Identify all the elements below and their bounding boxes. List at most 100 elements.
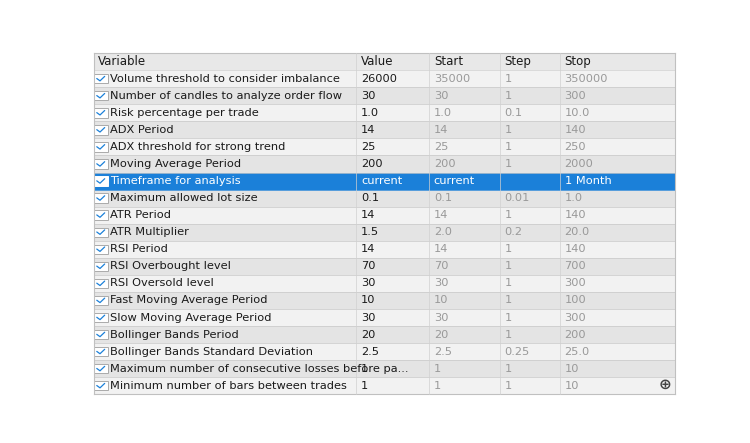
- Text: 20: 20: [433, 330, 448, 340]
- Text: 10: 10: [433, 295, 448, 306]
- Text: 200: 200: [565, 330, 586, 340]
- Bar: [94, 343, 675, 360]
- Text: Variable: Variable: [98, 55, 146, 68]
- Bar: [94, 155, 675, 173]
- Bar: [94, 121, 675, 139]
- Text: 14: 14: [433, 210, 448, 220]
- Text: 14: 14: [433, 125, 448, 135]
- Text: ATR Period: ATR Period: [110, 210, 171, 220]
- Bar: [94, 258, 675, 275]
- Text: 1 Month: 1 Month: [565, 176, 611, 186]
- Text: 140: 140: [565, 125, 586, 135]
- Text: 1: 1: [433, 381, 441, 391]
- Text: 0.1: 0.1: [505, 108, 523, 118]
- Bar: [94, 330, 108, 339]
- Text: 300: 300: [565, 278, 586, 288]
- Text: 100: 100: [565, 295, 586, 306]
- Bar: [94, 142, 108, 152]
- Text: 140: 140: [565, 210, 586, 220]
- Text: current: current: [362, 176, 402, 186]
- Text: 1: 1: [505, 381, 512, 391]
- Bar: [94, 70, 675, 87]
- Text: 10: 10: [362, 295, 376, 306]
- Text: 1: 1: [505, 278, 512, 288]
- Text: ⊕: ⊕: [658, 377, 671, 392]
- Bar: [94, 173, 675, 190]
- Bar: [94, 176, 108, 186]
- Bar: [94, 313, 108, 322]
- Bar: [94, 210, 108, 220]
- Text: 30: 30: [433, 91, 448, 101]
- Text: 30: 30: [362, 91, 376, 101]
- Text: 14: 14: [433, 244, 448, 254]
- Text: 1: 1: [362, 364, 368, 374]
- Text: Risk percentage per trade: Risk percentage per trade: [110, 108, 259, 118]
- Text: 1: 1: [505, 244, 512, 254]
- Bar: [94, 190, 675, 207]
- Text: 35000: 35000: [433, 74, 470, 84]
- Text: 1: 1: [505, 142, 512, 152]
- Text: 0.1: 0.1: [433, 193, 452, 203]
- Text: Moving Average Period: Moving Average Period: [110, 159, 242, 169]
- Text: Timeframe for analysis: Timeframe for analysis: [110, 176, 241, 186]
- Text: 1: 1: [505, 261, 512, 272]
- Text: Bollinger Bands Standard Deviation: Bollinger Bands Standard Deviation: [110, 346, 313, 357]
- Text: RSI Oversold level: RSI Oversold level: [110, 278, 214, 288]
- Text: 1: 1: [362, 381, 368, 391]
- Bar: [94, 292, 675, 309]
- Bar: [94, 245, 108, 254]
- Bar: [94, 108, 108, 117]
- Text: 300: 300: [565, 91, 586, 101]
- Text: 700: 700: [565, 261, 586, 272]
- Text: 30: 30: [433, 278, 448, 288]
- Text: 20.0: 20.0: [565, 227, 590, 237]
- Text: 1: 1: [505, 295, 512, 306]
- Bar: [94, 74, 108, 83]
- Bar: [94, 360, 675, 377]
- Text: 1: 1: [505, 159, 512, 169]
- Text: 30: 30: [433, 312, 448, 323]
- Bar: [94, 364, 108, 373]
- Text: 0.1: 0.1: [362, 193, 380, 203]
- Bar: [94, 125, 108, 135]
- Text: Number of candles to analyze order flow: Number of candles to analyze order flow: [110, 91, 342, 101]
- Text: 25: 25: [433, 142, 448, 152]
- Text: 1: 1: [505, 364, 512, 374]
- Text: 2.5: 2.5: [433, 346, 451, 357]
- Text: 25: 25: [362, 142, 376, 152]
- Text: 2.0: 2.0: [433, 227, 451, 237]
- Text: 14: 14: [362, 125, 376, 135]
- Text: 14: 14: [362, 210, 376, 220]
- Bar: [94, 377, 675, 394]
- Bar: [94, 87, 675, 105]
- Text: 10: 10: [565, 364, 579, 374]
- Bar: [94, 347, 108, 356]
- Text: 200: 200: [362, 159, 382, 169]
- Text: 1.0: 1.0: [362, 108, 380, 118]
- Bar: [94, 279, 108, 288]
- Text: 1.0: 1.0: [433, 108, 452, 118]
- Text: ADX Period: ADX Period: [110, 125, 174, 135]
- Text: Minimum number of bars between trades: Minimum number of bars between trades: [110, 381, 347, 391]
- Text: 1: 1: [505, 74, 512, 84]
- Text: 25.0: 25.0: [565, 346, 590, 357]
- Text: 10: 10: [565, 381, 579, 391]
- Text: 250: 250: [565, 142, 586, 152]
- Text: Maximum allowed lot size: Maximum allowed lot size: [110, 193, 258, 203]
- Text: 14: 14: [362, 244, 376, 254]
- Text: 1: 1: [505, 210, 512, 220]
- Text: 1: 1: [505, 125, 512, 135]
- Bar: [94, 228, 108, 237]
- Bar: [94, 296, 108, 305]
- Text: 70: 70: [362, 261, 376, 272]
- Text: Value: Value: [362, 55, 394, 68]
- Text: 0.25: 0.25: [505, 346, 530, 357]
- Text: 2000: 2000: [565, 159, 593, 169]
- Text: Step: Step: [505, 55, 532, 68]
- Text: Stop: Stop: [565, 55, 591, 68]
- Text: Maximum number of consecutive losses before pa...: Maximum number of consecutive losses bef…: [110, 364, 409, 374]
- Bar: [94, 91, 108, 101]
- Text: 1: 1: [505, 330, 512, 340]
- Text: 350000: 350000: [565, 74, 608, 84]
- Text: 2.5: 2.5: [362, 346, 379, 357]
